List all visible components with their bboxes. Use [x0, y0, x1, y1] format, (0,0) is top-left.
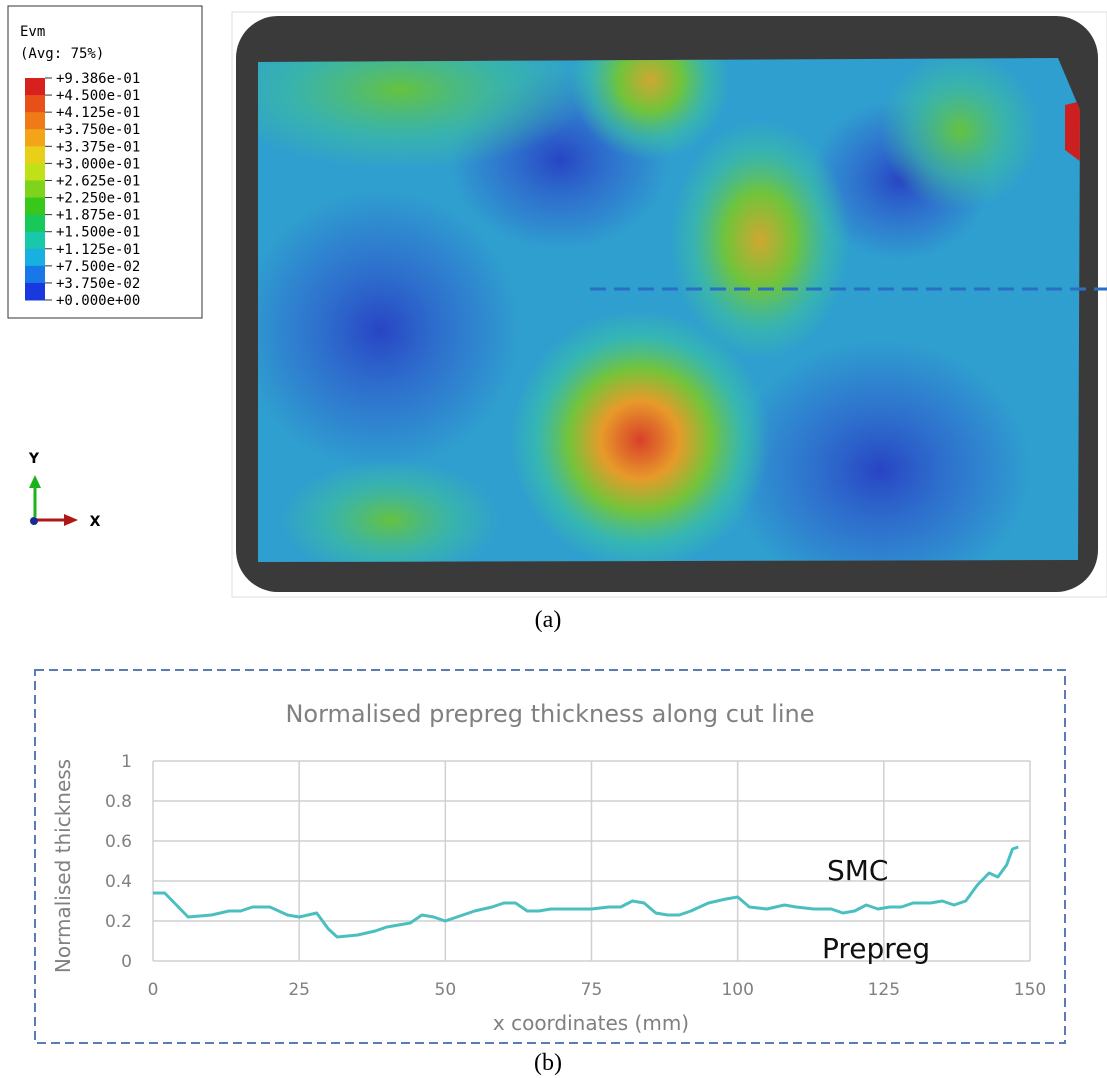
x-tick-label: 100: [721, 980, 753, 1000]
legend-subtitle: (Avg: 75%): [20, 46, 104, 62]
contour-field: [210, 0, 1090, 600]
z-dot: [30, 517, 38, 525]
legend-label: +3.750e-02: [56, 276, 140, 292]
legend-title: Evm: [20, 24, 45, 40]
figure: Evm (Avg: 75%) +9.386e-01+4.500e-01+4.12…: [0, 0, 1107, 1078]
legend-band: [25, 198, 45, 216]
legend-label: +4.500e-01: [56, 88, 140, 104]
annotation: Prepreg: [822, 932, 930, 965]
chart-title: Normalised prepreg thickness along cut l…: [285, 700, 814, 728]
y-tick-label: 0.4: [105, 872, 132, 892]
y-tick-label: 0.2: [105, 912, 132, 932]
y-tick-label: 0.8: [105, 792, 132, 812]
y-tick-label: 0: [121, 952, 132, 972]
y-arrowhead: [29, 475, 41, 488]
x-arrowhead: [64, 514, 78, 526]
legend-band: [25, 163, 45, 181]
x-tick-label: 50: [435, 980, 457, 1000]
x-tick-label: 25: [288, 980, 310, 1000]
legend-label: +1.125e-01: [56, 242, 140, 258]
legend-label: +2.625e-01: [56, 173, 140, 189]
legend-label: +4.125e-01: [56, 105, 140, 121]
legend-label: +7.500e-02: [56, 259, 140, 275]
legend-band: [25, 249, 45, 267]
caption-b: (b): [534, 1050, 562, 1076]
legend-label: +3.375e-01: [56, 139, 140, 155]
legend-label: +3.000e-01: [56, 156, 140, 172]
legend-band: [25, 266, 45, 284]
chart: Normalised prepreg thickness along cut l…: [51, 700, 1046, 1035]
x-tick-label: 150: [1014, 980, 1046, 1000]
legend-label: +1.875e-01: [56, 208, 140, 224]
legend-colorbar: +9.386e-01+4.500e-01+4.125e-01+3.750e-01…: [25, 71, 140, 309]
legend-label: +0.000e+00: [56, 293, 140, 309]
x-tick-label: 0: [148, 980, 159, 1000]
legend-label: +9.386e-01: [56, 71, 140, 87]
legend-band: [25, 112, 45, 130]
y-tick-label: 1: [121, 752, 132, 772]
annotation: SMC: [827, 854, 888, 887]
legend-band: [25, 95, 45, 113]
page: Evm (Avg: 75%) +9.386e-01+4.500e-01+4.12…: [0, 0, 1107, 1078]
x-tick-label: 125: [868, 980, 900, 1000]
caption-a: (a): [535, 607, 562, 633]
legend-band: [25, 283, 45, 301]
legend-band: [25, 129, 45, 147]
legend-label: +1.500e-01: [56, 225, 140, 241]
triad-y-label: Y: [28, 451, 40, 467]
legend-label: +2.250e-01: [56, 191, 140, 207]
y-tick-label: 0.6: [105, 832, 132, 852]
legend-band: [25, 215, 45, 233]
triad-x-label: X: [90, 514, 101, 530]
y-axis-label: Normalised thickness: [51, 759, 75, 973]
x-axis-label: x coordinates (mm): [493, 1011, 689, 1035]
legend-band: [25, 146, 45, 164]
legend-label: +3.750e-01: [56, 122, 140, 138]
data-line: [153, 847, 1018, 937]
legend-band: [25, 232, 45, 250]
legend-band: [25, 180, 45, 198]
legend-band: [25, 78, 45, 96]
x-tick-label: 75: [581, 980, 603, 1000]
